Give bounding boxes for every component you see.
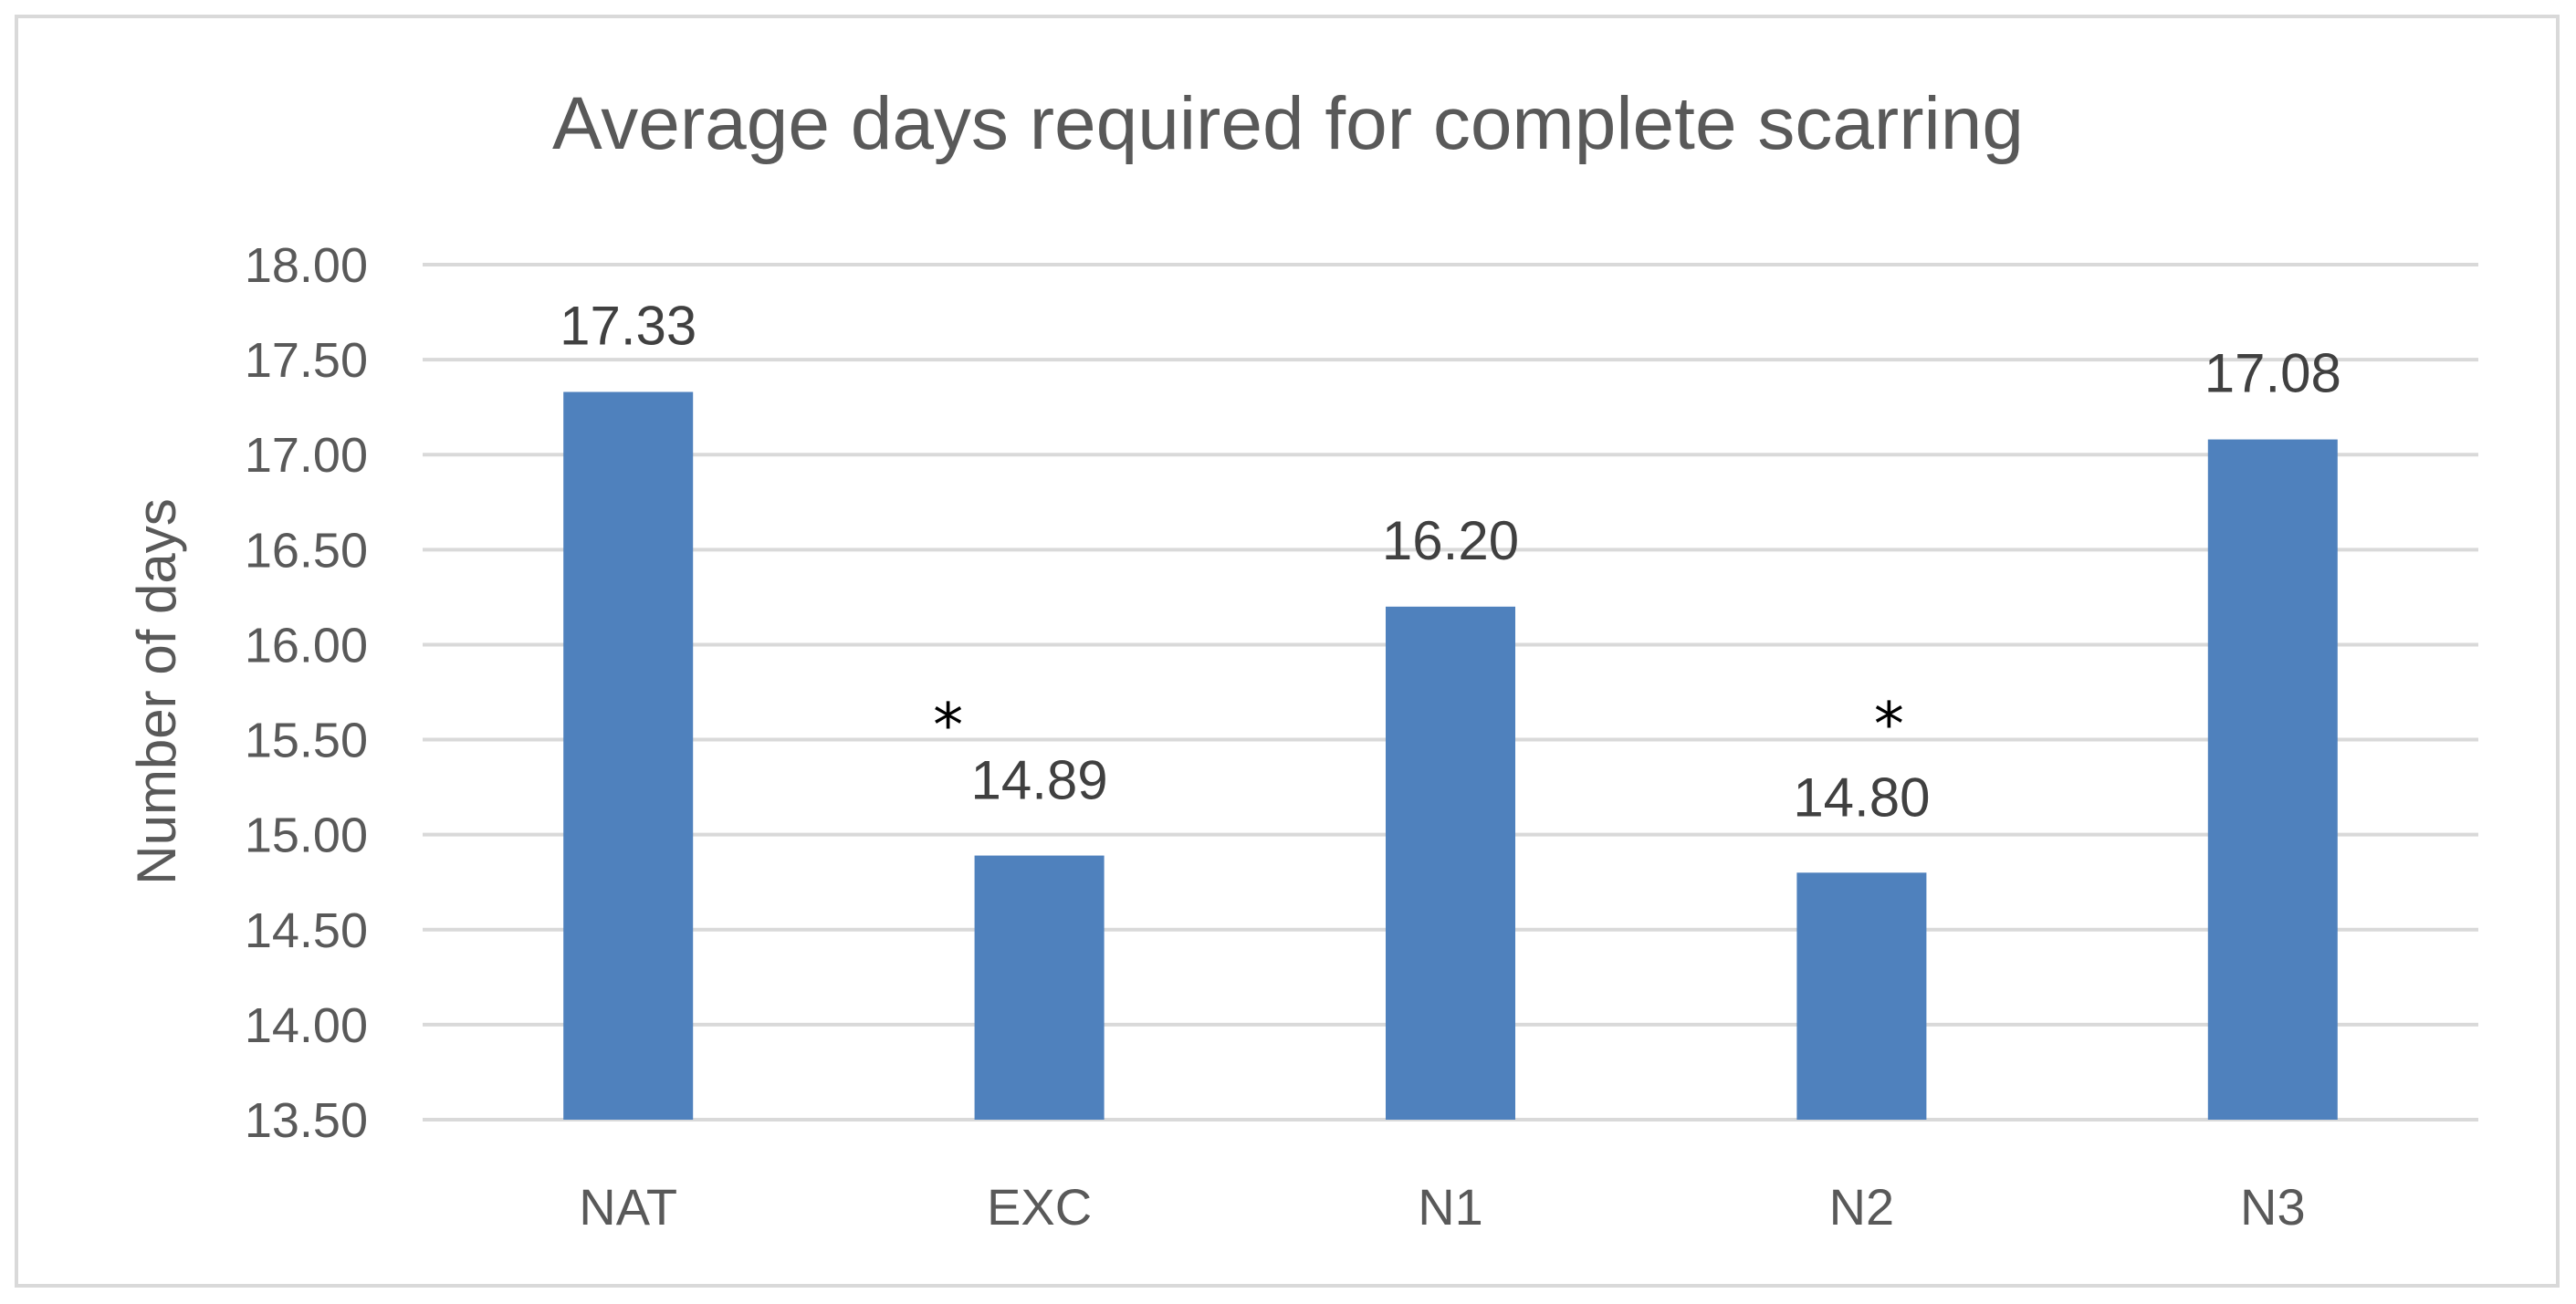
y-axis-ticks: 13.50 14.00 14.50 15.00 15.50 16.00 16.50 17.00… [245,238,368,1148]
y-tick-label: 16.00 [245,618,368,673]
y-tick-label: 17.00 [245,428,368,483]
data-label: 17.33 [560,296,696,357]
chart-title: Average days required for complete scarr… [552,82,2024,165]
y-tick-label: 15.00 [245,808,368,863]
y-tick-label: 14.00 [245,998,368,1053]
y-tick-label: 13.50 [245,1093,368,1148]
bar [1796,872,1927,1120]
y-tick-label: 14.50 [245,903,368,958]
y-tick-label: 16.50 [245,523,368,578]
bar [1386,606,1515,1120]
data-label: 17.08 [2204,343,2341,404]
bar [2207,439,2338,1120]
x-category-label: N2 [1829,1178,1895,1236]
data-label: 14.89 [971,750,1108,811]
y-tick-label: 15.50 [245,714,368,768]
x-category-label: NAT [579,1178,677,1236]
bar [563,391,694,1120]
data-label: 16.20 [1382,510,1519,571]
data-label: 14.80 [1793,767,1930,828]
y-tick-label: 18.00 [245,238,368,293]
x-axis-categories: NAT EXC N1 N2 N3 [579,1178,2305,1236]
significance-marker: * [933,691,963,761]
bars [563,391,2338,1120]
x-category-label: EXC [987,1178,1092,1236]
y-axis-label: Number of days [126,498,187,885]
bar [974,855,1105,1120]
x-category-label: N1 [1418,1178,1483,1236]
x-category-label: N3 [2240,1178,2306,1236]
chart-area [15,15,2560,1288]
y-tick-label: 17.50 [245,333,368,388]
gridlines [423,263,2478,1121]
significance-marker: * [1874,689,1904,759]
